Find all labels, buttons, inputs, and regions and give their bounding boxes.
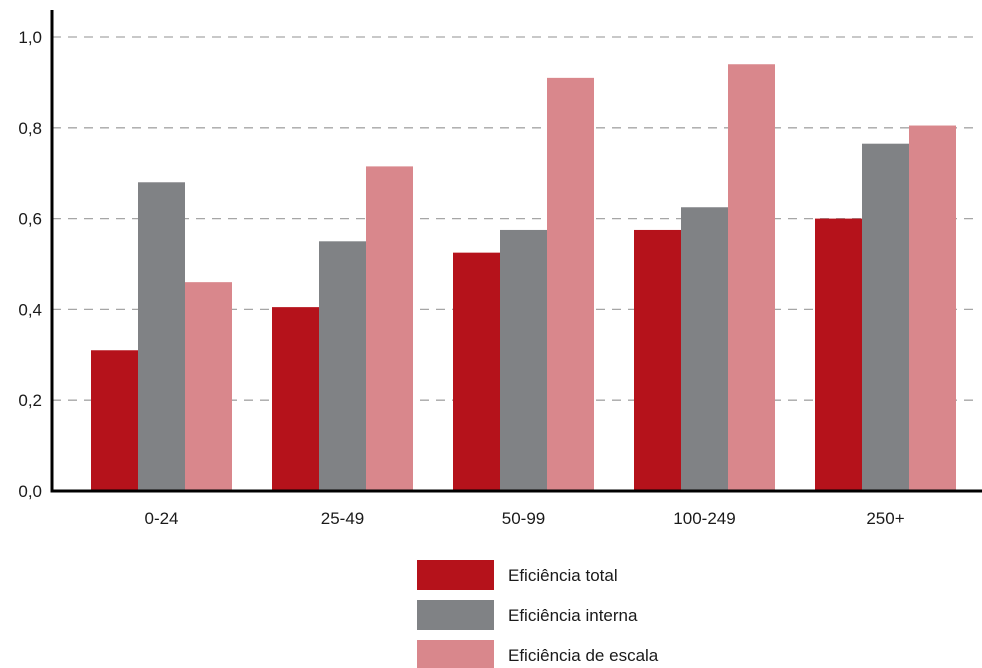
y-tick-label: 1,0 [18,28,42,47]
bar [319,241,366,491]
legend-label: Eficiência de escala [508,646,659,665]
legend-swatch [417,600,494,630]
y-tick-label: 0,4 [18,300,42,319]
bar [366,166,413,491]
bar [681,207,728,491]
bar [91,350,138,491]
bar [453,252,500,491]
bar [862,143,909,491]
y-tick-label: 0,8 [18,119,42,138]
x-tick-label: 25-49 [321,509,364,528]
bar [500,229,547,491]
bar [185,282,232,491]
legend-label: Eficiência total [508,566,618,585]
bar [547,77,594,492]
legend-label: Eficiência interna [508,606,638,625]
bar [909,125,956,491]
bar [138,182,185,491]
y-tick-labels: 0,0 0,2 0,4 0,6 0,8 1,0 [18,28,42,501]
x-tick-label: 50-99 [502,509,545,528]
bar [728,64,775,492]
legend: Eficiência total Eficiência interna Eficiê… [417,560,659,668]
x-tick-label: 250+ [866,509,904,528]
y-tick-label: 0,2 [18,391,42,410]
bar [272,307,319,491]
bar [634,229,681,491]
axes [50,10,982,493]
bar [815,218,862,491]
x-tick-label: 100-249 [673,509,735,528]
bars [91,64,956,492]
legend-swatch [417,640,494,668]
y-tick-label: 0,0 [18,482,42,501]
y-tick-label: 0,6 [18,210,42,229]
x-tick-label: 0-24 [144,509,178,528]
legend-swatch [417,560,494,590]
x-tick-labels: 0-24 25-49 50-99 100-249 250+ [144,509,904,528]
